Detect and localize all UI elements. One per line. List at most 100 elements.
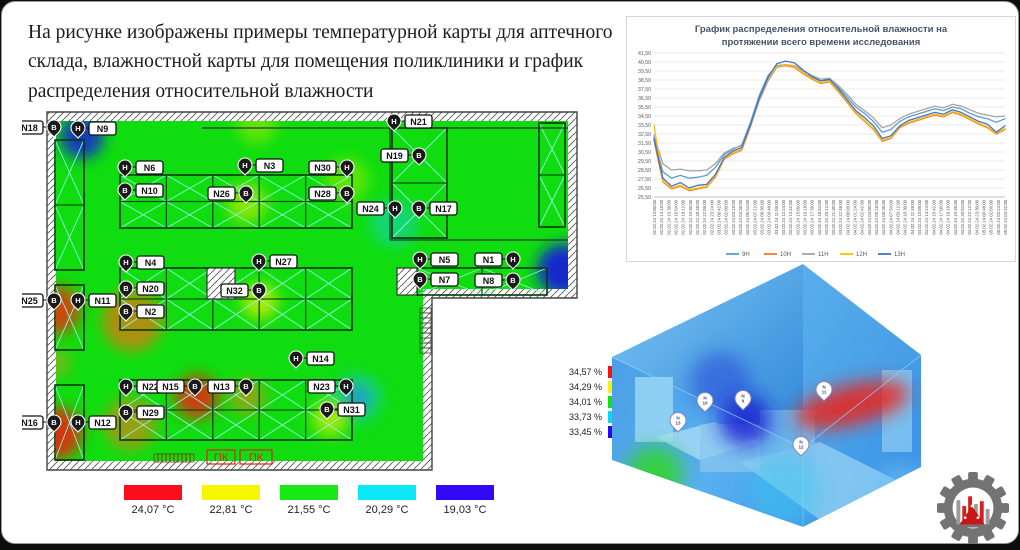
pin-letter: В [123, 284, 129, 293]
x-tick-label: 04.02.24 09:12:00 [896, 199, 901, 234]
pin-label: N 11 [822, 385, 827, 395]
sensor-label: N4 [145, 258, 157, 268]
room-pin-n12: N 12 [792, 436, 810, 457]
temp-legend-swatch [202, 485, 260, 500]
humidity-legend-label: 34,01 % [568, 396, 602, 407]
x-tick-label: 02.02.24 15:36:00 [666, 199, 671, 234]
x-tick-label: 04.02.24 06:36:00 [881, 199, 886, 234]
pin-icon [238, 378, 254, 397]
sensor-label-box [430, 272, 459, 287]
series-11Н [653, 64, 1006, 172]
pin-icon [505, 251, 521, 270]
sensor-label-box [308, 186, 337, 201]
x-tick-label: 03.02.24 13:42:00 [788, 199, 793, 234]
pin-icon [46, 292, 62, 311]
pin-icon [412, 271, 428, 290]
humidity-line-chart: 41,50 40,50 39,50 38,50 37,50 36,50 35,50 34,50… [638, 51, 1008, 258]
temp-legend-label: 20,29 °C [365, 504, 409, 516]
pin-letter: В [344, 189, 350, 198]
sensor-n13: N13 В [207, 378, 254, 397]
pin-letter: Н [510, 255, 515, 264]
humidity-chart-panel: График распределения относительной влажн… [626, 16, 1016, 262]
sensor-label-box [156, 379, 185, 394]
x-tick-label: 03.02.24 15:00:00 [795, 199, 800, 234]
y-tick-label: 33,50 [638, 123, 651, 129]
pin-icon [319, 401, 335, 420]
pin-letter: В [417, 275, 423, 284]
temp-legend-label: 21,55 °C [287, 504, 331, 516]
x-tick-label: 03.02.24 08:30:00 [759, 199, 764, 234]
pin-icon [118, 254, 134, 273]
sensor-label-box [429, 201, 458, 216]
sensor-n30: N30 Н [308, 159, 355, 178]
temp-legend-swatch [358, 485, 416, 500]
pin-letter: Н [391, 117, 396, 126]
sensor-label: N18 [22, 123, 38, 133]
sensor-label-box [220, 283, 249, 298]
pin-icon [118, 303, 134, 322]
sensor-label-box [22, 293, 44, 308]
room-pin-n11: N 11 [815, 381, 833, 402]
humidity-legend-label: 34,29 % [568, 381, 602, 392]
y-tick-label: 30,50 [638, 150, 651, 156]
pin-icon [187, 378, 203, 397]
temp-legend-swatch [436, 485, 494, 500]
sensor-label-box [135, 160, 164, 175]
x-tick-label: 05.02.24 02:06:00 [989, 199, 994, 234]
temp-legend-item: 20,29 °C [348, 485, 426, 516]
x-tick-label: 02.02.24 22:06:00 [702, 199, 707, 234]
x-tick-label: 05.02.24 03:24:00 [996, 199, 1001, 234]
temp-legend-item: 22,81 °C [192, 485, 270, 516]
pin-letter: Н [417, 255, 422, 264]
sensor-n1: N1 Н [474, 251, 521, 270]
pin-letter: В [122, 186, 128, 195]
sensor-n6: N6 Н [117, 159, 164, 178]
x-tick-label: 03.02.24 22:48:00 [838, 199, 843, 234]
pin-letter: В [416, 151, 422, 160]
sensor-label-box [88, 415, 117, 430]
sensor-label: N2 [145, 307, 157, 317]
sensor-label: N27 [275, 257, 292, 267]
sensor-n23: N23 Н [307, 378, 354, 397]
caption-text: На рисунке изображены примеры температур… [28, 22, 613, 102]
pin-letter: Н [123, 258, 128, 267]
pin-letter: Н [242, 161, 247, 170]
sensor-label: N16 [22, 418, 38, 428]
sensor-label-box [88, 121, 117, 136]
y-tick-label: 28,50 [638, 168, 651, 174]
sensor-n5: N5 Н [412, 251, 459, 270]
x-tick-label: 04.02.24 14:24:00 [924, 199, 929, 234]
sensor-label-box [307, 379, 336, 394]
pin-icon [70, 120, 86, 139]
humidity-legend-label: 33,45 % [568, 426, 602, 437]
logo-triangle [959, 506, 985, 525]
y-tick-label: 32,50 [638, 132, 651, 138]
x-tick-label: 05.02.24 00:48:00 [982, 199, 987, 234]
x-tick-label: 03.02.24 03:18:00 [731, 199, 736, 234]
sensor-n8: N8 В [474, 272, 521, 291]
sensor-label-box [380, 148, 409, 163]
x-tick-label: 04.02.24 15:42:00 [931, 199, 936, 234]
sensor-label: N25 [22, 296, 38, 306]
pin-icon [387, 200, 403, 219]
temp-legend-label: 24,07 °C [131, 504, 175, 516]
sensor-label-box [207, 379, 236, 394]
pin-icon [792, 436, 810, 457]
pin-letter: Н [344, 163, 349, 172]
humidity-legend-label: 34,57 % [568, 366, 602, 377]
x-tick-label: 03.02.24 05:54:00 [745, 199, 750, 234]
x-tick-label: 03.02.24 07:12:00 [752, 199, 757, 234]
sensor-n32: N32 В [220, 282, 267, 301]
pin-letter: В [416, 204, 422, 213]
pin-letter: Н [293, 354, 298, 363]
x-tick-label: 03.02.24 09:48:00 [767, 199, 772, 234]
y-tick-label: 35,50 [638, 105, 651, 111]
sensor-label-box [207, 186, 236, 201]
x-tick-label: 04.02.24 00:06:00 [845, 199, 850, 234]
x-tick-label: 03.02.24 18:54:00 [817, 199, 822, 234]
chart-legend-label: 9Н [742, 252, 750, 258]
sensor-label-box [255, 158, 284, 173]
pin-letter: Н [122, 163, 127, 172]
x-tick-label: 03.02.24 12:24:00 [781, 199, 786, 234]
